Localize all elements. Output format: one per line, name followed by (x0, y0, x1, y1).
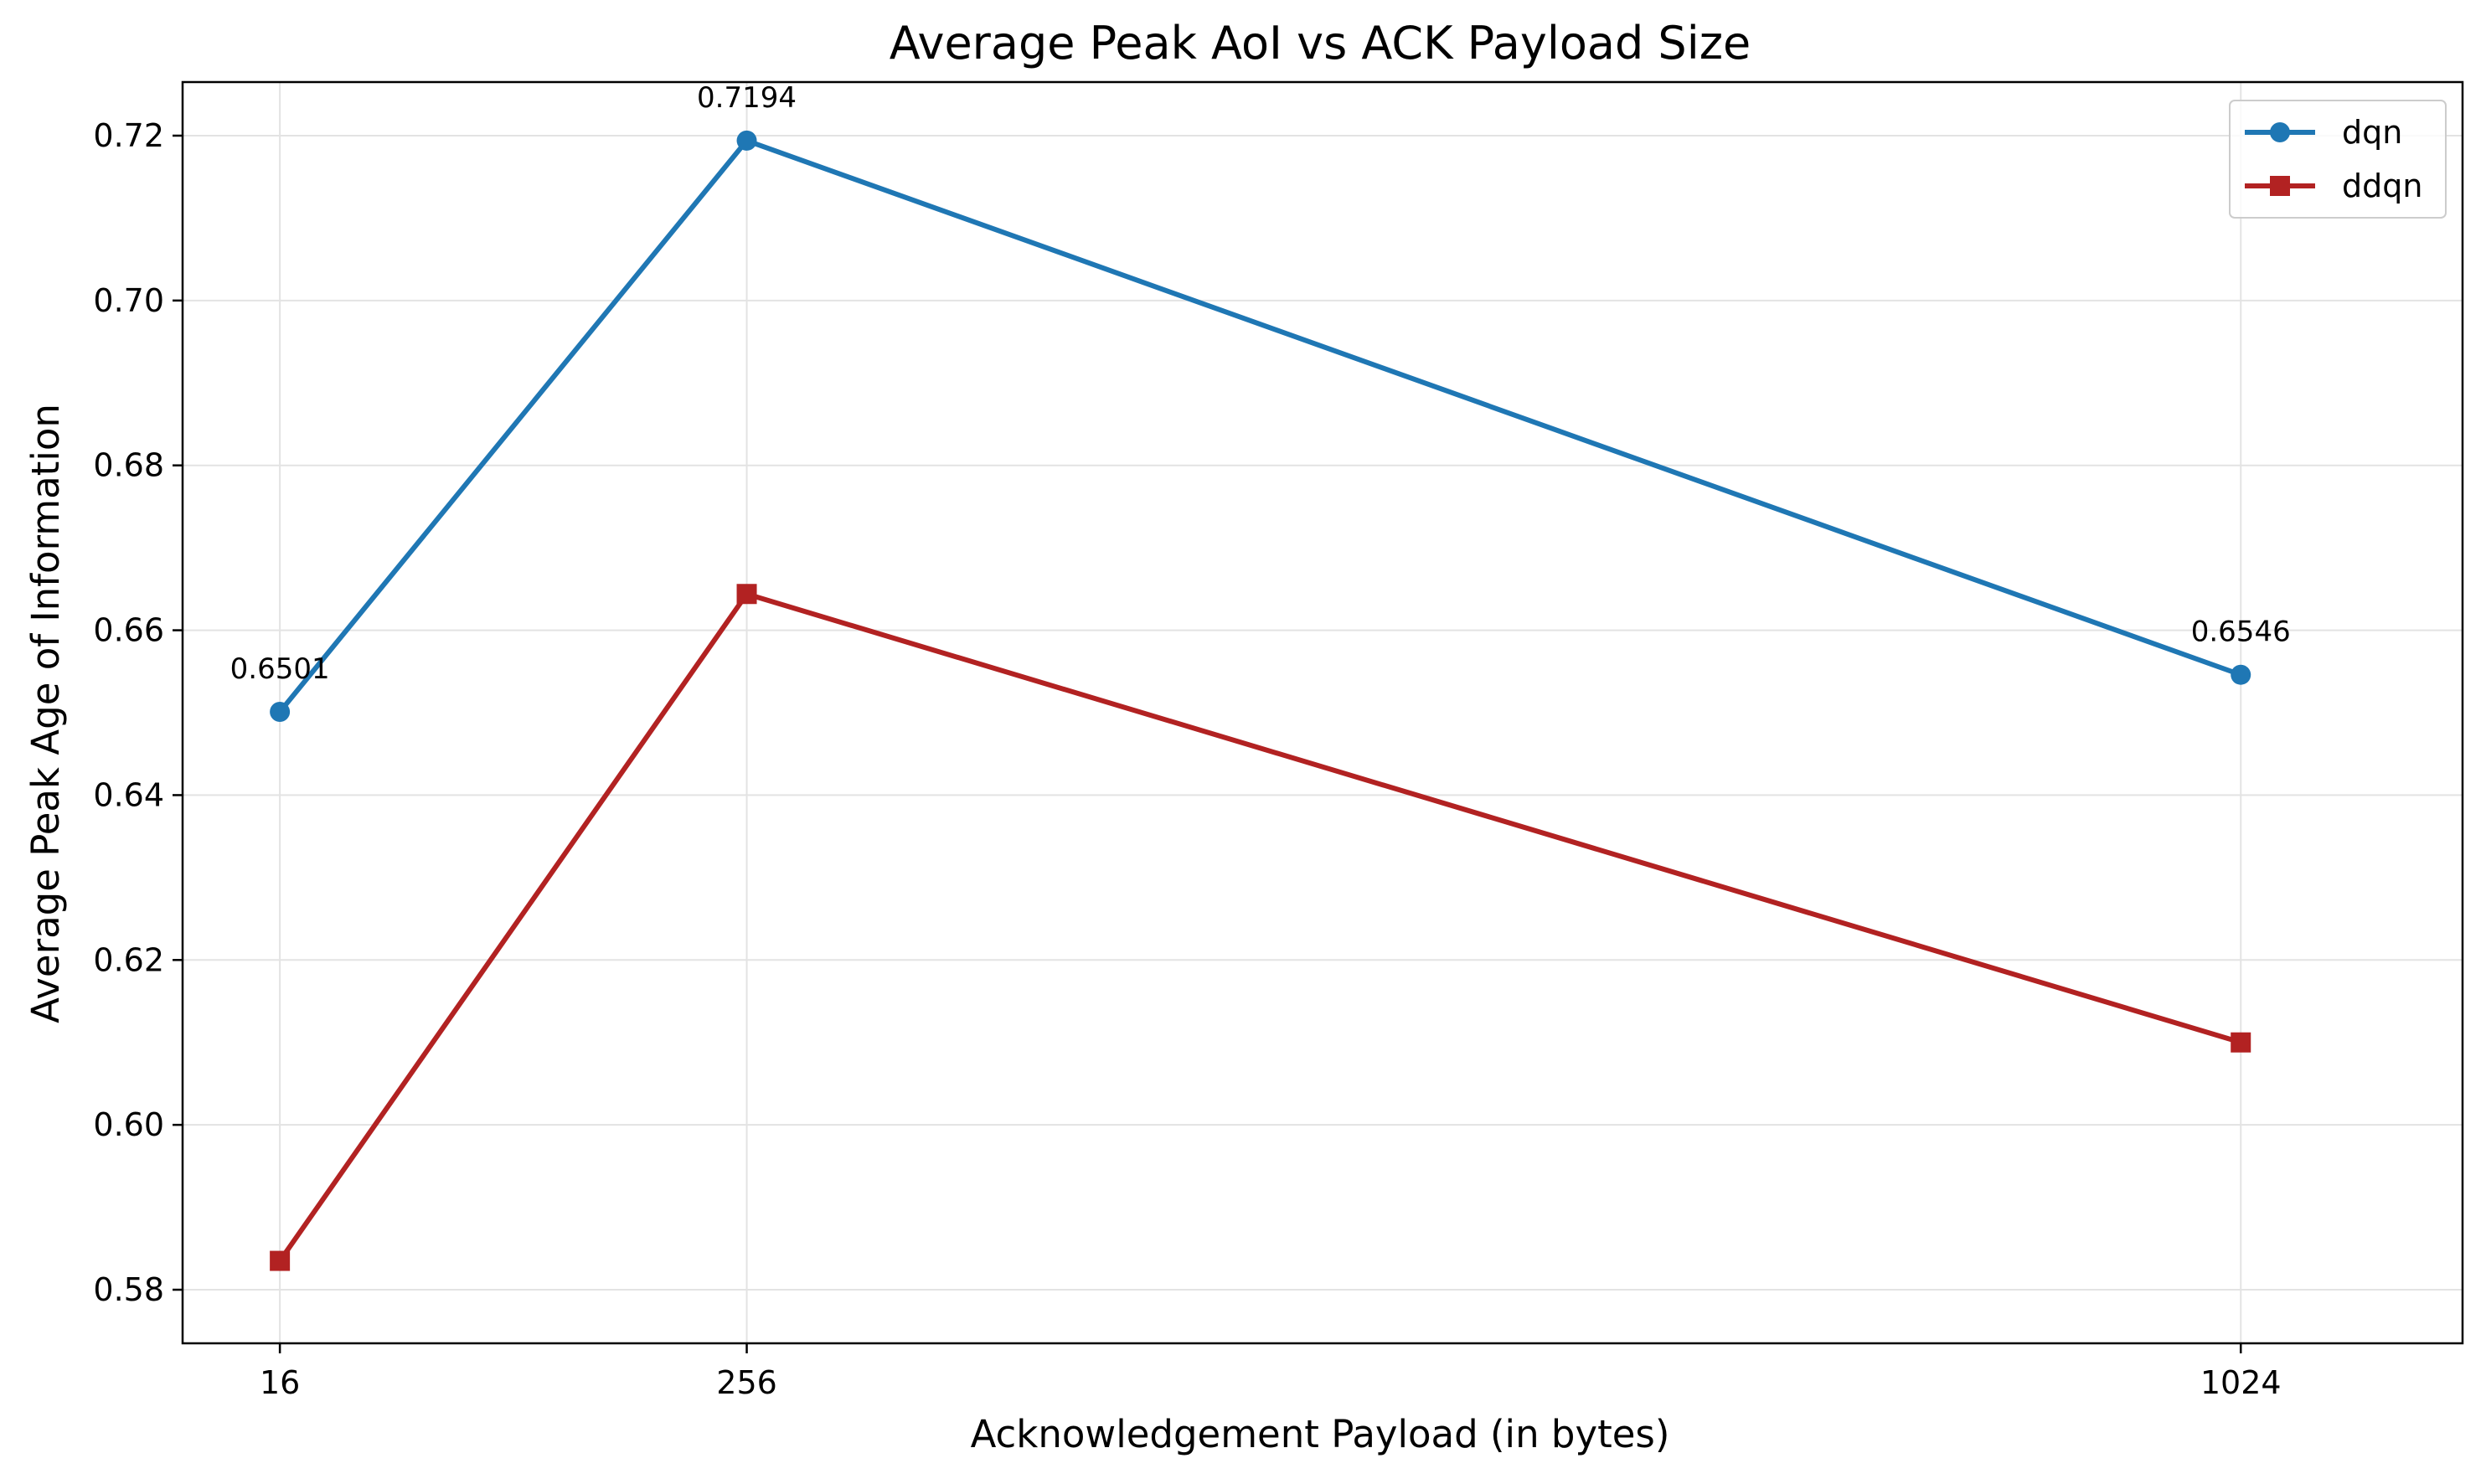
y-axis-label: Average Peak Age of Information (23, 404, 68, 1023)
ddqn-point (2231, 1032, 2251, 1053)
y-tick-label: 0.58 (93, 1271, 164, 1308)
x-tick-label: 16 (260, 1364, 300, 1401)
ddqn-point (270, 1250, 291, 1271)
y-tick-label: 0.70 (93, 282, 164, 319)
y-tick-label: 0.72 (93, 117, 164, 154)
legend: dqn ddqn (2229, 100, 2447, 219)
y-tick-label: 0.64 (93, 776, 164, 813)
x-tick-label: 1024 (2200, 1364, 2282, 1401)
y-tick-label: 0.60 (93, 1106, 164, 1143)
legend-label-ddqn: ddqn (2342, 167, 2422, 204)
legend-label-dqn: dqn (2342, 114, 2402, 151)
dqn-data-label: 0.6501 (230, 652, 330, 686)
y-tick-label: 0.66 (93, 612, 164, 649)
y-axis-ticks: 0.58 0.60 0.62 0.64 0.66 0.68 0.70 0.72 (93, 117, 183, 1308)
y-tick-label: 0.62 (93, 941, 164, 978)
plot-frame (181, 80, 2464, 1345)
x-tick-label: 256 (716, 1364, 777, 1401)
y-tick-label: 0.68 (93, 447, 164, 484)
dqn-point (2231, 664, 2251, 685)
dqn-point (270, 702, 291, 723)
grid (183, 82, 2463, 1343)
chart-title: Average Peak AoI vs ACK Payload Size (890, 17, 1751, 70)
x-axis-ticks: 16 256 1024 (260, 1343, 2282, 1401)
series-layer (270, 130, 2251, 1271)
legend-marker-dqn (2270, 122, 2290, 142)
dqn-point (736, 130, 757, 151)
x-axis-label: Acknowledgement Payload (in bytes) (971, 1412, 1670, 1456)
dqn-data-label: 0.7194 (697, 81, 797, 115)
data-labels: 0.6501 0.7194 0.6546 (230, 81, 2291, 686)
dqn-data-label: 0.6546 (2191, 616, 2291, 649)
ddqn-point (736, 584, 757, 605)
legend-marker-ddqn (2270, 176, 2290, 196)
